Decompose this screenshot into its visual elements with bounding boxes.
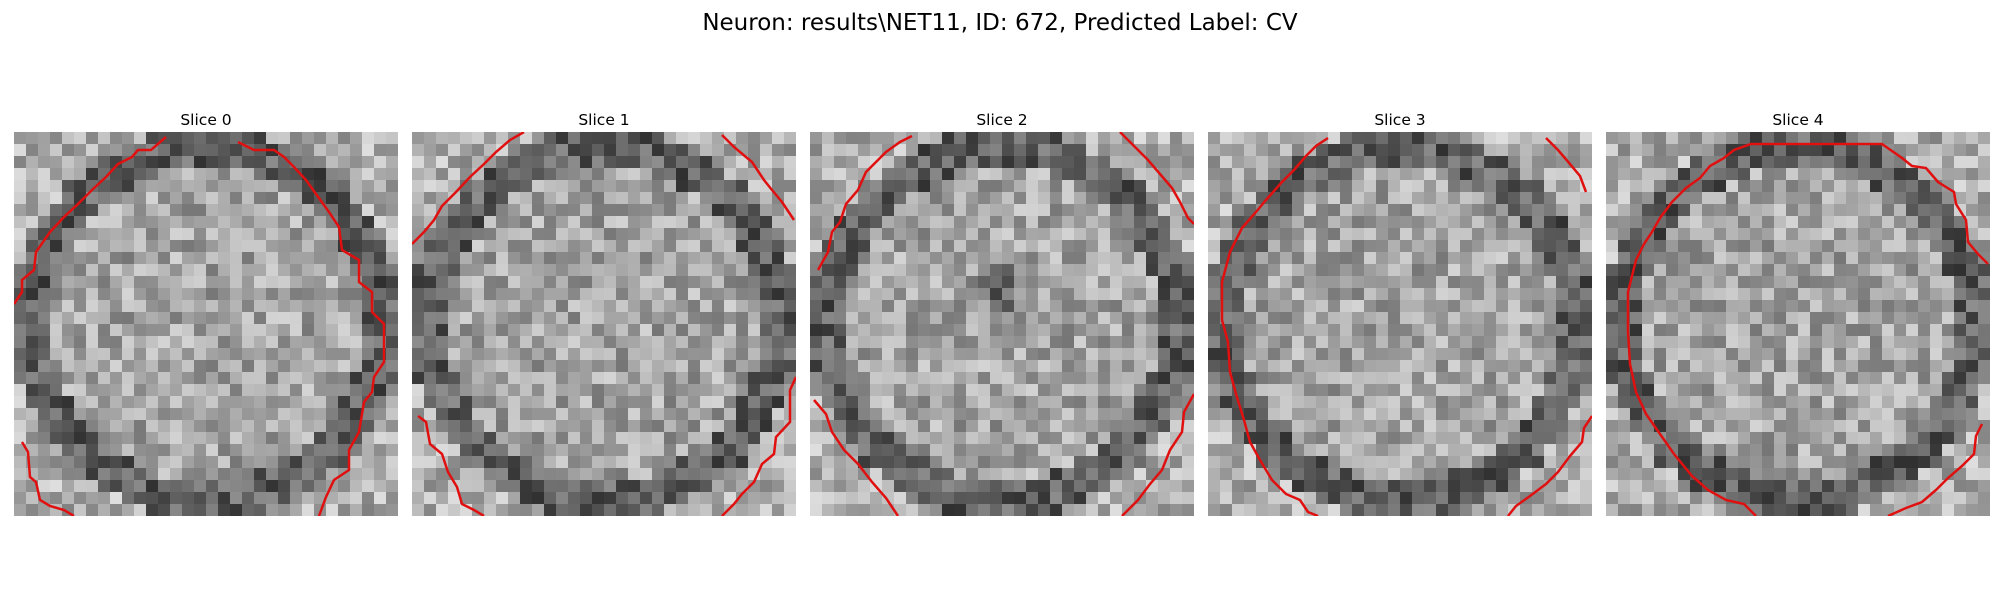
- slice-title: Slice 0: [180, 111, 232, 129]
- slice-title: Slice 1: [578, 111, 630, 129]
- slice-panel-4: Slice 4: [1606, 108, 1990, 516]
- slice-image: [810, 132, 1194, 516]
- cell-contour: [1220, 136, 1592, 516]
- figure-title: Neuron: results\NET11, ID: 672, Predicte…: [702, 10, 1298, 36]
- slice-panel-3: Slice 3: [1208, 108, 1592, 516]
- cell-contour: [412, 132, 796, 516]
- slice-panel-2: Slice 2: [810, 108, 1194, 516]
- slice-image: [14, 132, 398, 516]
- slice-panel-0: Slice 0: [14, 108, 398, 516]
- cell-contour: [813, 132, 1194, 516]
- slice-title: Slice 2: [976, 111, 1028, 129]
- slice-image: [1208, 132, 1592, 516]
- cell-contour: [1626, 142, 1989, 516]
- cell-contour: [14, 136, 386, 516]
- slice-panel-1: Slice 1: [412, 108, 796, 516]
- slice-title: Slice 4: [1772, 111, 1824, 129]
- slice-image: [412, 132, 796, 516]
- slice-image: [1606, 132, 1990, 516]
- slice-title: Slice 3: [1374, 111, 1426, 129]
